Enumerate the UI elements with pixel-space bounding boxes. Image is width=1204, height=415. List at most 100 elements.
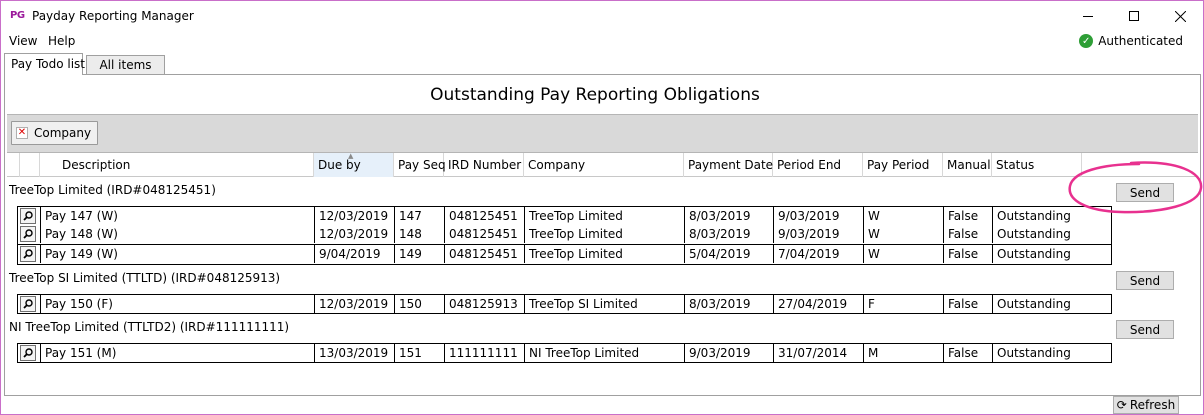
cell-manual: False [944, 344, 993, 362]
cell-period-end: 31/07/2014 [774, 344, 864, 362]
cell-company: TreeTop Limited [525, 207, 685, 225]
refresh-button[interactable]: ⟳ Refresh [1113, 396, 1179, 414]
chip-label: Company [34, 126, 92, 140]
magnifier-icon [23, 348, 33, 358]
header-spacer [7, 153, 20, 177]
cell-due-by: 9/04/2019 [315, 245, 395, 263]
refresh-label: Refresh [1129, 398, 1176, 412]
maximize-icon [1129, 11, 1139, 21]
tab-label: Pay Todo list [11, 57, 85, 71]
cell-status: Outstanding [997, 247, 1071, 261]
cell-ird-number: 048125451 [445, 225, 525, 243]
send-button[interactable]: Send [1116, 320, 1174, 339]
page-title: Outstanding Pay Reporting Obligations [430, 85, 760, 105]
row-detail-cell [18, 225, 41, 243]
menu-view[interactable]: View [9, 34, 38, 48]
cell-description: Pay 151 (M) [41, 344, 315, 362]
table-row[interactable]: Pay 149 (W) 9/04/2019 149 048125451 TreeTop … [17, 245, 1112, 265]
group-label: NI TreeTop Limited (TTLTD2) (IRD#1111111… [9, 320, 290, 334]
tab-pay-todo-list[interactable]: Pay Todo list [4, 53, 85, 75]
column-header-pay-seq[interactable]: Pay Seq [394, 153, 446, 177]
magnifier-icon [23, 249, 33, 259]
group-header: NI TreeTop Limited (TTLTD2) (IRD#1111111… [7, 315, 1198, 343]
view-details-button[interactable] [20, 246, 36, 262]
table-row[interactable]: Pay 151 (M) 13/03/2019 151 111111111 NI Tree… [17, 343, 1112, 363]
cell-description: Pay 147 (W) [41, 207, 315, 225]
table-row[interactable]: Pay 150 (F) 12/03/2019 150 048125913 TreeTop… [17, 294, 1112, 314]
cell-payment-date: 9/03/2019 [685, 344, 774, 362]
close-button[interactable] [1157, 1, 1203, 31]
sort-ascending-icon: ▲ [348, 152, 354, 160]
cell-period-end: 27/04/2019 [774, 295, 864, 313]
tab-content: Outstanding Pay Reporting Obligations ✕ … [4, 74, 1201, 396]
cell-period-end: 9/03/2019 [774, 225, 864, 243]
column-header-pay-period[interactable]: Pay Period [863, 153, 943, 177]
row-detail-cell [18, 344, 41, 362]
view-details-button[interactable] [20, 226, 36, 242]
cell-pay-period: W [864, 207, 944, 225]
cell-status: Outstanding [997, 346, 1071, 360]
group-by-company-chip[interactable]: ✕ Company [11, 121, 99, 145]
cell-manual: False [944, 207, 993, 225]
group-header: TreeTop SI Limited (TTLTD) (IRD#04812591… [7, 266, 1198, 294]
cell-ird-number: 048125451 [445, 207, 525, 225]
cell-due-by: 12/03/2019 [315, 225, 395, 243]
cell-pay-seq: 151 [395, 344, 445, 362]
tab-label: All items [99, 58, 152, 72]
remove-icon[interactable]: ✕ [16, 127, 28, 139]
cell-due-by: 12/03/2019 [315, 207, 395, 225]
column-header-ird-number[interactable]: IRD Number [444, 153, 524, 177]
table-row[interactable]: Pay 147 (W) 12/03/2019 147 048125451 TreeTop… [17, 206, 1112, 226]
column-header-period-end[interactable]: Period End [773, 153, 863, 177]
cell-company: TreeTop Limited [525, 245, 685, 263]
tab-all-items[interactable]: All items [86, 55, 165, 74]
cell-ird-number: 048125913 [445, 295, 525, 313]
send-button[interactable]: Send [1116, 271, 1174, 290]
cell-manual: False [944, 225, 993, 243]
row-detail-cell [18, 295, 41, 313]
view-details-button[interactable] [20, 208, 36, 224]
close-icon [1174, 10, 1186, 22]
column-header-due-by[interactable]: ▲ Due by [314, 152, 394, 177]
row-detail-cell [18, 207, 41, 225]
cell-payment-date: 5/04/2019 [685, 245, 774, 263]
magnifier-icon [23, 229, 33, 239]
cell-description: Pay 149 (W) [41, 245, 315, 263]
cell-period-end: 9/03/2019 [774, 207, 864, 225]
view-details-button[interactable] [20, 345, 36, 361]
refresh-icon: ⟳ [1116, 398, 1127, 412]
send-button[interactable]: Send [1116, 183, 1174, 202]
cell-company: NI TreeTop Limited [525, 344, 685, 362]
magnifier-icon [23, 211, 33, 221]
group-header: TreeTop Limited (IRD#048125451) Send [7, 178, 1198, 206]
column-header-manual[interactable]: Manual [943, 153, 992, 177]
maximize-button[interactable] [1111, 1, 1157, 31]
app-logo: PG [10, 10, 25, 21]
cell-description: Pay 148 (W) [41, 225, 315, 243]
column-header-company[interactable]: Company [524, 153, 684, 177]
cell-payment-date: 8/03/2019 [685, 295, 774, 313]
menu-bar: View Help ✓ Authenticated [1, 31, 1203, 52]
cell-status: Outstanding [997, 227, 1071, 241]
check-circle-icon: ✓ [1079, 34, 1094, 48]
cell-pay-seq: 148 [395, 225, 445, 243]
column-header-payment-date[interactable]: Payment Date [684, 153, 773, 177]
row-detail-cell [18, 245, 41, 263]
column-header-description[interactable]: Description [40, 153, 314, 177]
cell-ird-number: 048125451 [445, 245, 525, 263]
table-row[interactable]: Pay 148 (W) 12/03/2019 148 048125451 TreeTop… [17, 225, 1112, 245]
cell-manual: False [944, 295, 993, 313]
minimize-button[interactable] [1065, 1, 1111, 31]
cell-pay-seq: 150 [395, 295, 445, 313]
cell-due-by: 13/03/2019 [315, 344, 395, 362]
cell-pay-period: W [864, 245, 944, 263]
cell-manual: False [944, 245, 993, 263]
menu-help[interactable]: Help [48, 34, 76, 48]
cell-pay-seq: 147 [395, 207, 445, 225]
cell-pay-period: M [864, 344, 944, 362]
column-header-status[interactable]: Status [992, 153, 1082, 177]
cell-description: Pay 150 (F) [41, 295, 315, 313]
view-details-button[interactable] [20, 296, 36, 312]
cell-payment-date: 8/03/2019 [685, 225, 774, 243]
